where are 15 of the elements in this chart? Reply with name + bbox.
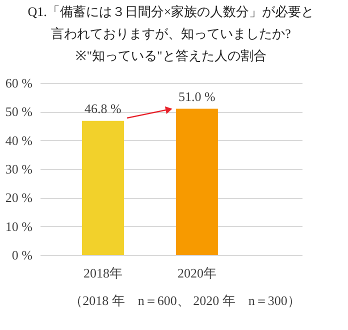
y-tick-label: 0 %	[12, 248, 33, 262]
text: Q1.「備蓄には３日間分×家族の人数分」が必要と	[28, 4, 314, 19]
text: ※"知っている"と答えた人の割合	[76, 48, 266, 63]
x-tick-label: 2018年	[83, 266, 122, 280]
y-tick-label: 40 %	[5, 132, 33, 148]
text: 言われておりますが、知っていましたか?	[51, 26, 291, 41]
data-label: 46.8 %	[84, 100, 122, 116]
data-label: 51.0 %	[178, 88, 216, 104]
text: （2018 年 n＝600、 2020 年 n＝300）	[70, 293, 300, 308]
y-tick-label: 60 %	[5, 76, 33, 90]
y-tick-label: 30 %	[5, 162, 33, 176]
y-tick-label: 20 %	[5, 190, 33, 206]
y-tick-label: 50 %	[5, 104, 33, 120]
y-tick-label: 10 %	[5, 218, 33, 234]
x-tick-label: 2020年	[177, 266, 216, 280]
